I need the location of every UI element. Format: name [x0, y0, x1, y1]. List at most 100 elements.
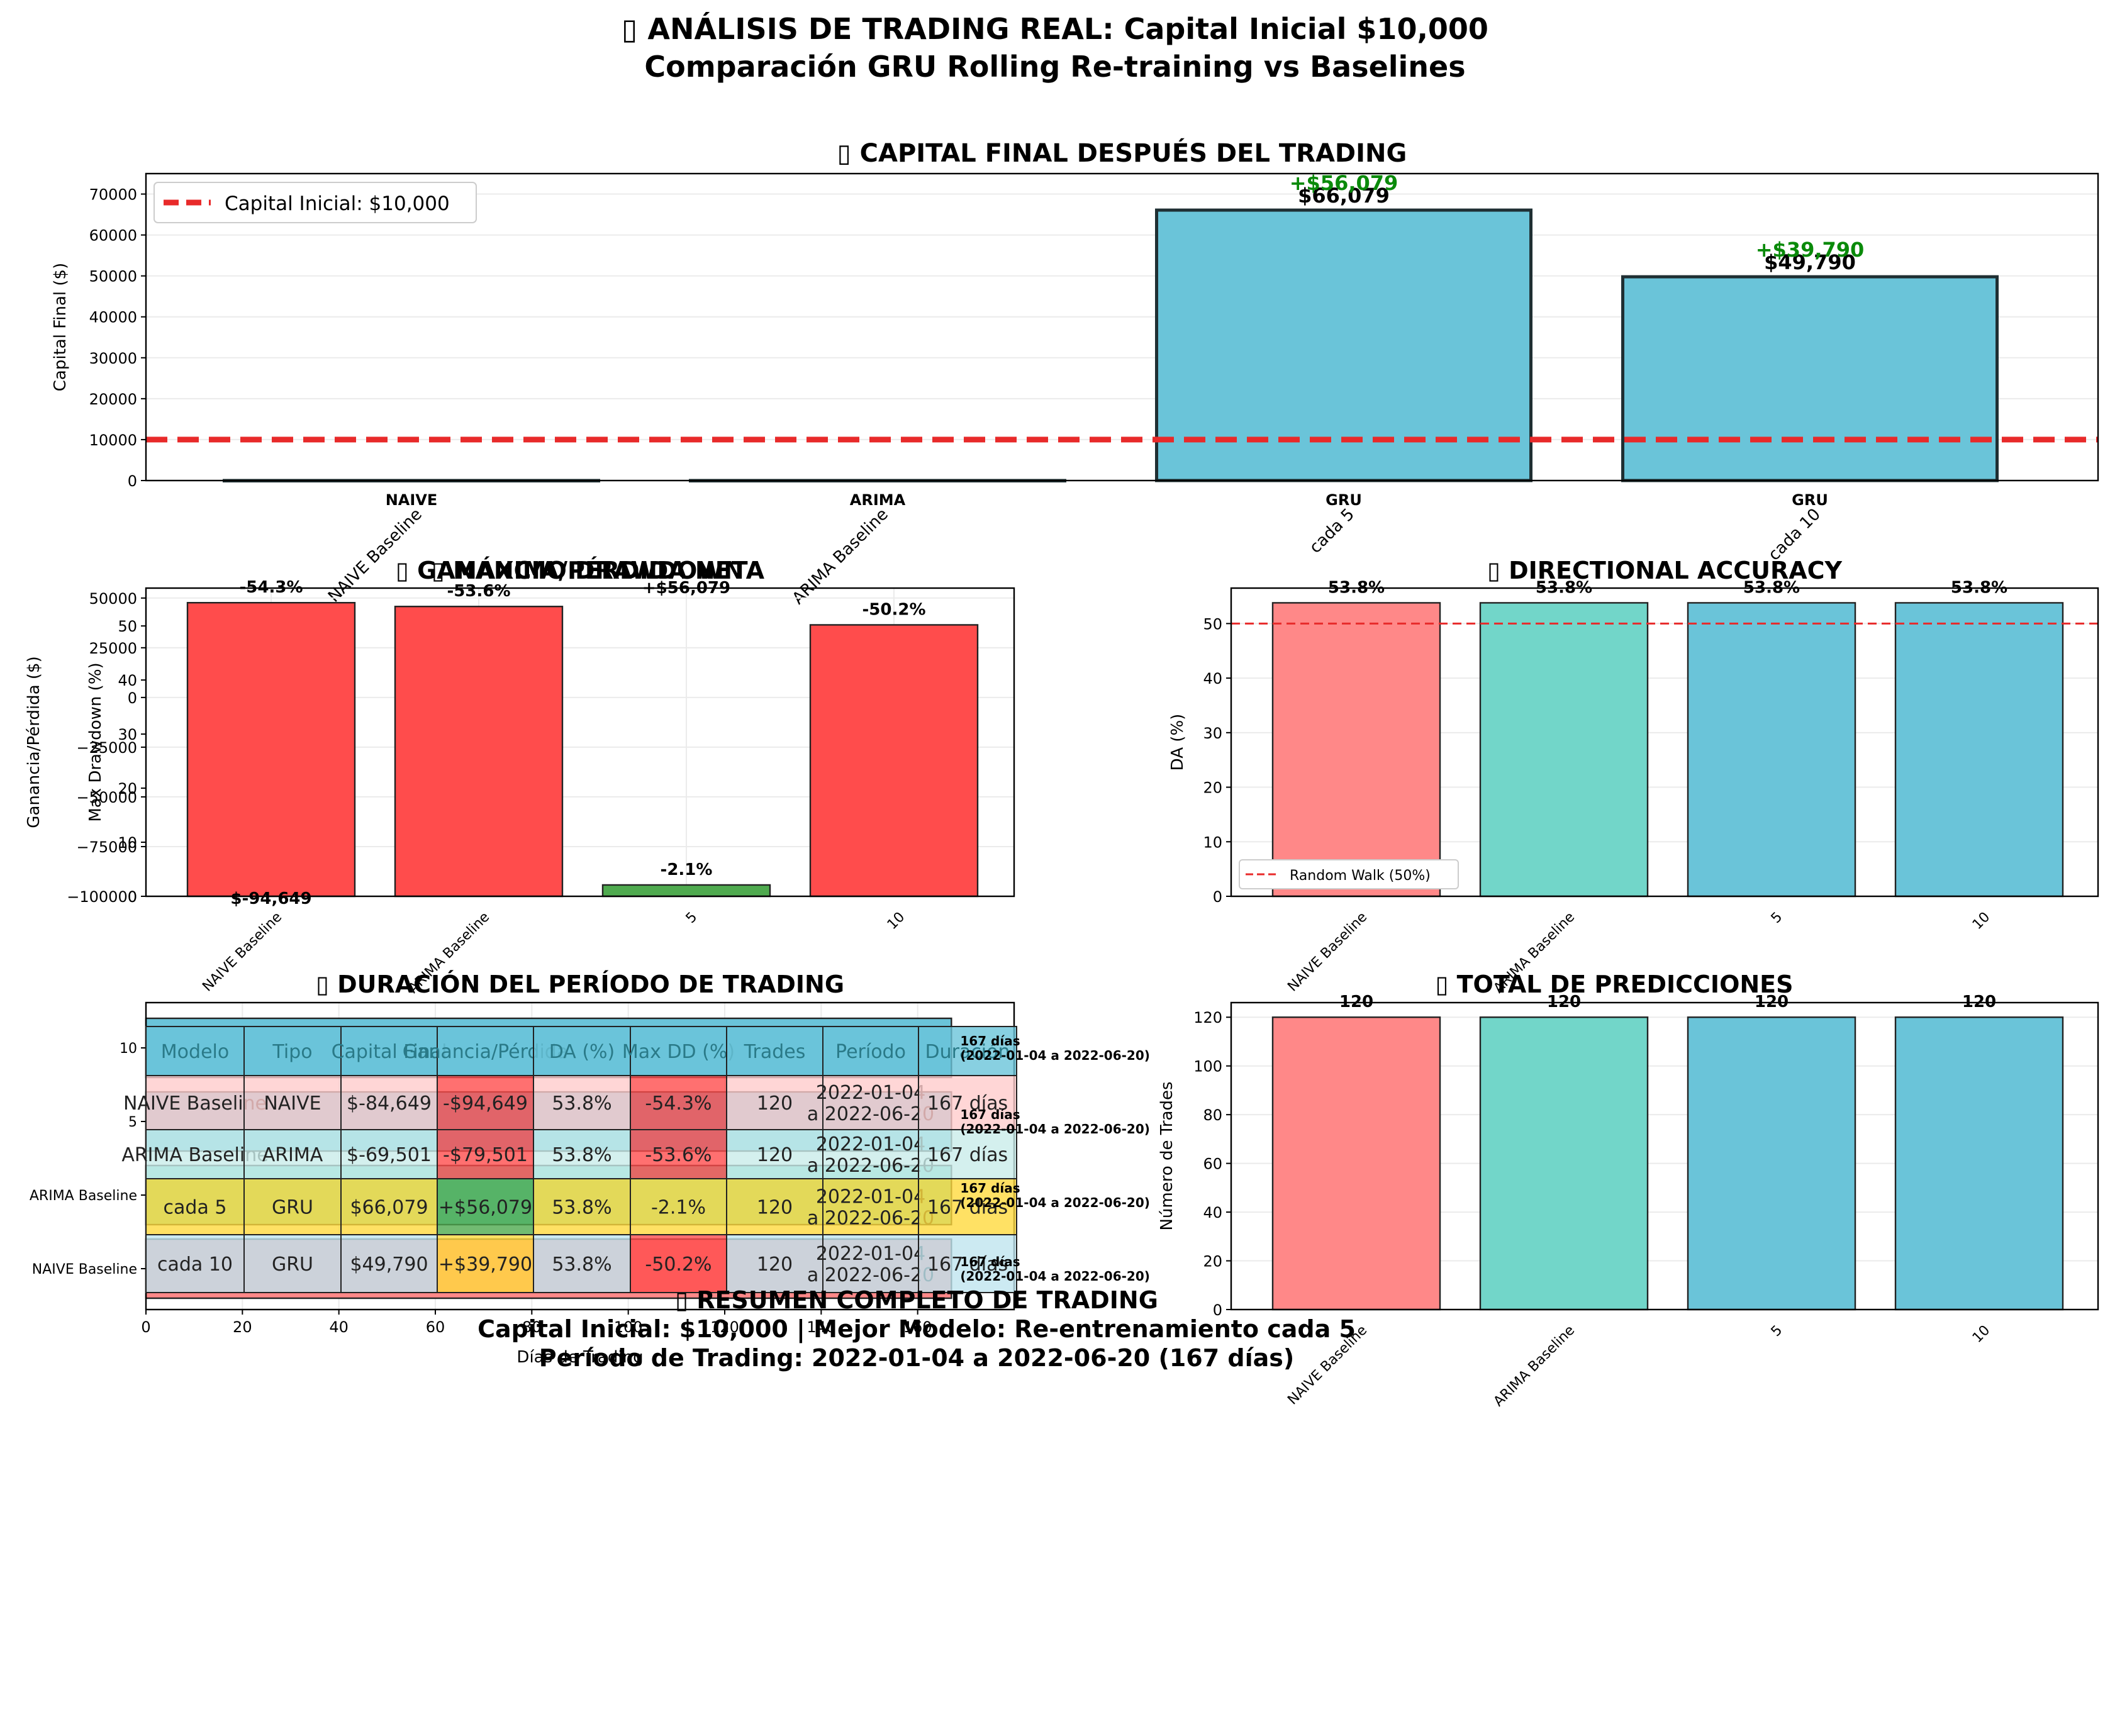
table-cell: [145, 1075, 245, 1130]
drawdown-y-tick-label: 30: [118, 726, 137, 743]
trades-frame: [1230, 1001, 2099, 1311]
table-cell-text: +$56,079: [438, 1197, 532, 1219]
capital-y-tick-label: 70000: [89, 186, 137, 204]
drawdown-value-label: -53.6%: [447, 582, 511, 601]
trades-y-tick-label: 100: [1193, 1058, 1222, 1076]
da-frame: [1230, 587, 2099, 898]
table-header-cell: [145, 1026, 245, 1076]
capital-bar: [1155, 208, 1532, 482]
capital-x-label: GRU: [1326, 491, 1362, 509]
duracion-value-label: 167 días: [960, 1254, 1020, 1269]
da-y-tick-label: 0: [1213, 888, 1222, 906]
ganancia-bar: [603, 586, 770, 698]
trades-ylabel: Número de Trades: [1158, 1081, 1176, 1230]
table-header-text: DA (%): [549, 1041, 615, 1063]
table-cell-text: a 2022-06-20: [807, 1264, 934, 1286]
table-cell-text: ARIMA: [262, 1144, 323, 1166]
table-cell-text: 53.8%: [552, 1254, 611, 1276]
trades-y-tick-label: 60: [1203, 1155, 1222, 1173]
table-cell-text: 2022-01-04: [816, 1243, 925, 1265]
table-cell: [243, 1234, 342, 1293]
table-cell-text: $-84,649: [347, 1093, 432, 1115]
table-cell-text: 53.8%: [552, 1197, 611, 1219]
duracion-tick-label: 160: [903, 1318, 932, 1336]
duracion-tick-label: 20: [233, 1318, 252, 1336]
table-cell-text: GRU: [272, 1197, 313, 1219]
drawdown-y-tick-label: 40: [118, 672, 137, 689]
table-cell-text: NAIVE: [264, 1093, 321, 1115]
overlay-layer: 167 días(2022-01-04 a 2022-06-20)167 día…: [960, 1033, 1150, 1284]
da-title: ▯ DIRECTIONAL ACCURACY: [1487, 557, 1843, 584]
table-header-text: Período: [835, 1041, 906, 1063]
capital-y-tick-label: 50000: [89, 268, 137, 286]
table-cell-text: GRU: [272, 1254, 313, 1276]
da-y-tick-label: 10: [1203, 833, 1222, 851]
table-header-cell: [726, 1026, 823, 1076]
trades-x-label: 5: [1768, 1323, 1786, 1340]
table-cell-text: -2.1%: [651, 1197, 706, 1219]
table-cell: [822, 1234, 919, 1293]
capital-gain-label: +$56,079: [1290, 171, 1398, 195]
drawdown-value-label: -2.1%: [661, 860, 713, 879]
table-cell-text: 2022-01-04: [816, 1133, 925, 1155]
duracion-value-sublabel: (2022-01-04 a 2022-06-20): [960, 1269, 1150, 1284]
table-cell-text: $66,079: [350, 1197, 428, 1219]
table-header-text: Duración: [925, 1041, 1010, 1063]
table-cell-text: 120: [757, 1197, 793, 1219]
drawdown-value-label: -50.2%: [862, 600, 926, 619]
table-cell: [243, 1129, 342, 1179]
duracion-xlabel: Días de Trading: [516, 1348, 643, 1367]
capital-y-tick-label: 20000: [89, 391, 137, 408]
capital-y-tick-label: 60000: [89, 227, 137, 245]
ganancia-y-tick-label: −100000: [67, 888, 137, 906]
table-cell-text: 120: [757, 1093, 793, 1115]
da-legend: [1239, 859, 1459, 889]
capital-title: ▯ CAPITAL FINAL DESPUÉS DEL TRADING: [837, 138, 1407, 168]
trades-title: ▯ TOTAL DE PREDICCIONES: [1435, 971, 1793, 998]
table-cell-text: 167 días: [927, 1093, 1008, 1115]
table-cell: [145, 1178, 245, 1235]
ganancia-y-tick-label: −25000: [77, 739, 137, 757]
table-cell-text: 53.8%: [552, 1144, 611, 1166]
capital-gain-label: +$39,790: [1756, 238, 1865, 262]
ganancia-frame: [145, 587, 1015, 898]
da-ylabel: DA (%): [1168, 714, 1187, 771]
capital-x-sublabel: cada 10: [1765, 505, 1824, 565]
ganancia-value-label: $-94,649: [230, 889, 311, 908]
table-cell: [918, 1178, 1017, 1235]
capital-x-label: ARIMA: [850, 491, 906, 509]
duracion-value-label: 167 días: [960, 1181, 1020, 1196]
trades-y-tick-label: 80: [1203, 1106, 1222, 1124]
trades-x-label: ARIMA Baseline: [1491, 1323, 1578, 1410]
table-cell-text: -$94,649: [443, 1093, 528, 1115]
ganancia-title: ▯ GANANCIA/PÉRDIDA NETA: [396, 557, 765, 584]
table-cell-text: 2022-01-04: [816, 1082, 925, 1104]
table-cell-text: cada 10: [157, 1254, 233, 1276]
table-header-text: Max DD (%): [622, 1041, 735, 1063]
figure-title-line1: ▯ ANÁLISIS DE TRADING REAL: Capital Inic…: [622, 12, 1488, 46]
duracion-value-label: 167 días: [960, 1033, 1020, 1049]
capital-x-label: GRU: [1792, 491, 1828, 509]
da-x-label: 5: [1768, 910, 1786, 927]
table-cell-text: -$79,501: [443, 1144, 528, 1166]
duracion-y-label: ARIMA Baseline: [30, 1188, 137, 1204]
table-header-cell: [243, 1026, 342, 1076]
duracion-tick-label: 120: [710, 1318, 739, 1336]
table-cell: [918, 1129, 1017, 1179]
capital-y-tick-label: 40000: [89, 309, 137, 326]
da-y-tick-label: 30: [1203, 725, 1222, 742]
table-cell-text: a 2022-06-20: [807, 1208, 934, 1230]
table-cell-text: 167 días: [927, 1254, 1008, 1276]
table-header-text: Tipo: [272, 1041, 312, 1063]
table-cell: [726, 1178, 823, 1235]
table-title: ▯ RESUMEN COMPLETO DE TRADING: [675, 1286, 1158, 1314]
ganancia-y-tick-label: 50000: [89, 590, 137, 608]
table-cell: [340, 1178, 438, 1235]
trades-y-tick-label: 0: [1213, 1301, 1222, 1319]
trades-y-tick-label: 40: [1203, 1204, 1222, 1221]
drawdown-title: ▯ MÁXIMO DRAWDOWN: [432, 557, 744, 584]
duracion-y-label: 10: [120, 1041, 137, 1057]
table-cell-text: 167 días: [927, 1144, 1008, 1166]
table-cell: [726, 1129, 823, 1179]
